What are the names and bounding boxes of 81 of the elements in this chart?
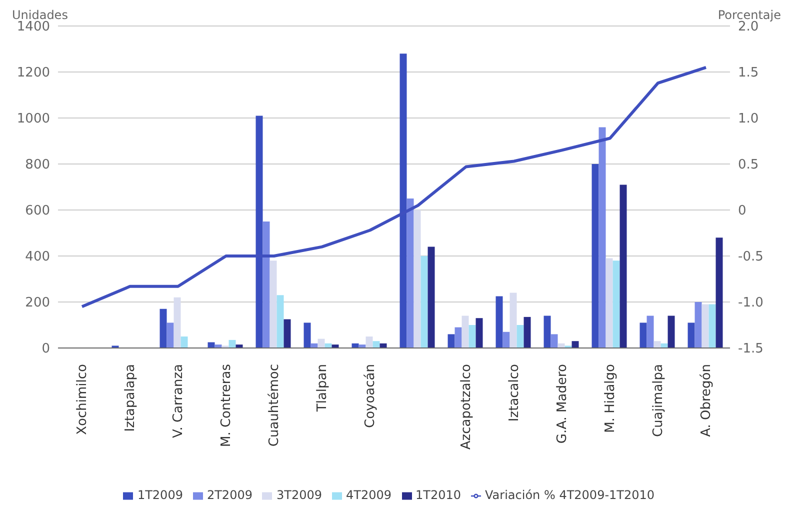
bar <box>318 338 325 348</box>
legend-label: 1T2009 <box>137 488 183 502</box>
bar <box>468 325 476 348</box>
bar <box>428 246 435 348</box>
bar <box>476 318 483 348</box>
y2-tick-label: 0 <box>738 204 746 219</box>
x-tick-label: V. Carranza <box>171 364 186 438</box>
y2-tick-label: -0.5 <box>738 250 764 265</box>
bar <box>406 198 414 348</box>
bar <box>284 319 291 348</box>
bar <box>420 256 428 348</box>
y2-tick-label: -1.0 <box>738 296 764 311</box>
y-tick-label: 1000 <box>16 112 50 127</box>
y2-tick-label: 2.0 <box>738 20 759 35</box>
bar <box>646 316 654 348</box>
y-tick-label: 0 <box>42 342 50 357</box>
bar <box>572 341 579 348</box>
bar <box>366 336 373 348</box>
y-tick-label: 600 <box>25 204 50 219</box>
x-tick-label: M. Contreras <box>219 364 234 447</box>
x-tick-label: Iztacalco <box>507 364 522 422</box>
bar <box>454 327 462 348</box>
bar <box>174 297 181 348</box>
bar <box>270 260 277 348</box>
bar <box>448 334 455 348</box>
y-tick-label: 400 <box>25 250 50 265</box>
bar <box>228 340 236 348</box>
bar <box>592 164 599 348</box>
legend-label: Variación % 4T2009-1T2010 <box>485 488 655 502</box>
bar <box>716 238 723 348</box>
y2-tick-label: -1.5 <box>738 342 764 357</box>
bar <box>640 322 647 348</box>
bar <box>620 184 627 348</box>
bar <box>414 210 421 348</box>
legend-label: 1T2010 <box>416 488 462 502</box>
bar <box>510 292 517 348</box>
bar <box>276 295 284 348</box>
bar <box>550 334 558 348</box>
y-tick-label: 800 <box>25 158 50 173</box>
bar <box>516 325 524 348</box>
bar <box>708 304 716 348</box>
y2-tick-label: 1.0 <box>738 112 759 127</box>
legend-label: 3T2009 <box>276 488 322 502</box>
bar <box>544 316 551 348</box>
bar <box>694 302 702 348</box>
bar <box>502 332 510 348</box>
bar <box>654 341 661 348</box>
bar <box>372 341 380 348</box>
x-tick-label: Azcapotzalco <box>459 364 474 450</box>
bar <box>180 336 188 348</box>
bar <box>496 296 503 348</box>
bar <box>160 308 167 348</box>
y-tick-label: 1400 <box>16 20 50 35</box>
x-tick-label: Tlalpan <box>315 364 330 413</box>
x-tick-label: A. Obregón <box>699 364 714 437</box>
bar <box>462 316 469 348</box>
bar <box>524 316 531 348</box>
legend-label: 4T2009 <box>346 488 392 502</box>
bar <box>702 304 709 348</box>
x-tick-label: Cuajimalpa <box>651 364 666 437</box>
bar <box>668 316 675 348</box>
x-tick-label: Xochimilco <box>75 364 90 435</box>
x-tick-label: Iztapalapa <box>123 364 138 432</box>
legend-label: 2T2009 <box>206 488 252 502</box>
bar <box>688 322 695 348</box>
x-tick-label: M. Hidalgo <box>603 364 618 433</box>
y2-axis-title: Porcentaje <box>718 8 781 22</box>
x-tick-label: Cuauhtémoc <box>267 364 282 447</box>
x-tick-label: G.A. Madero <box>555 364 570 444</box>
bar <box>304 322 311 348</box>
bar <box>598 127 606 348</box>
bar <box>612 260 620 348</box>
y-axis-title: Unidades <box>12 8 68 22</box>
bar <box>166 322 174 348</box>
y2-tick-label: 1.5 <box>738 66 759 81</box>
x-tick-label: Coyoacán <box>363 364 378 428</box>
y-tick-label: 200 <box>25 296 50 311</box>
y-tick-label: 1200 <box>16 66 50 81</box>
bar <box>262 222 270 348</box>
y2-tick-label: 0.5 <box>738 158 759 173</box>
bar <box>606 258 613 348</box>
